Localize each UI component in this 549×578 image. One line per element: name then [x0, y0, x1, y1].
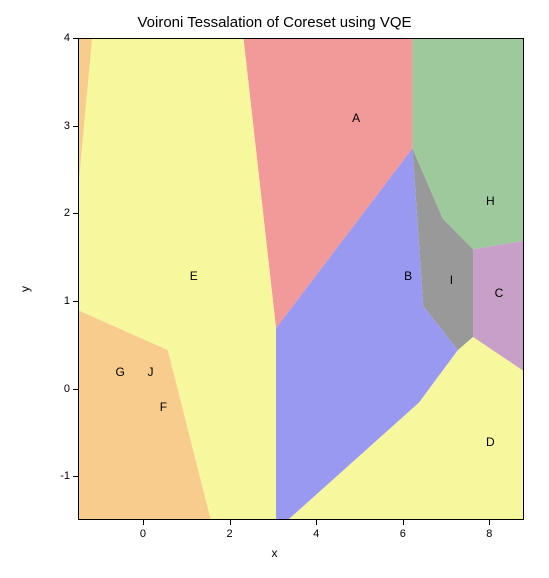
x-tick-label: 0 — [140, 528, 146, 540]
y-tick-label: 4 — [40, 32, 70, 44]
x-tick — [316, 520, 317, 525]
y-tick-label: 0 — [40, 383, 70, 395]
y-tick — [73, 389, 78, 390]
x-tick-label: 6 — [400, 528, 406, 540]
voronoi-regions — [79, 39, 524, 520]
x-tick — [489, 520, 490, 525]
y-tick — [73, 38, 78, 39]
x-tick — [403, 520, 404, 525]
x-tick — [143, 520, 144, 525]
x-axis-label: x — [272, 546, 278, 560]
y-axis-label: y — [18, 286, 32, 292]
y-tick — [73, 126, 78, 127]
x-tick-label: 4 — [313, 528, 319, 540]
y-tick-label: -1 — [40, 470, 70, 482]
y-tick-label: 3 — [40, 120, 70, 132]
chart-title: Voironi Tessalation of Coreset using VQE — [0, 14, 549, 31]
y-tick-label: 2 — [40, 207, 70, 219]
y-tick — [73, 301, 78, 302]
y-tick — [73, 476, 78, 477]
x-tick-label: 8 — [486, 528, 492, 540]
plot-area: ABCDEFGHIJ — [78, 38, 524, 520]
x-tick-label: 2 — [226, 528, 232, 540]
x-tick — [230, 520, 231, 525]
y-tick-label: 1 — [40, 295, 70, 307]
y-tick — [73, 213, 78, 214]
figure: Voironi Tessalation of Coreset using VQE… — [0, 0, 549, 578]
